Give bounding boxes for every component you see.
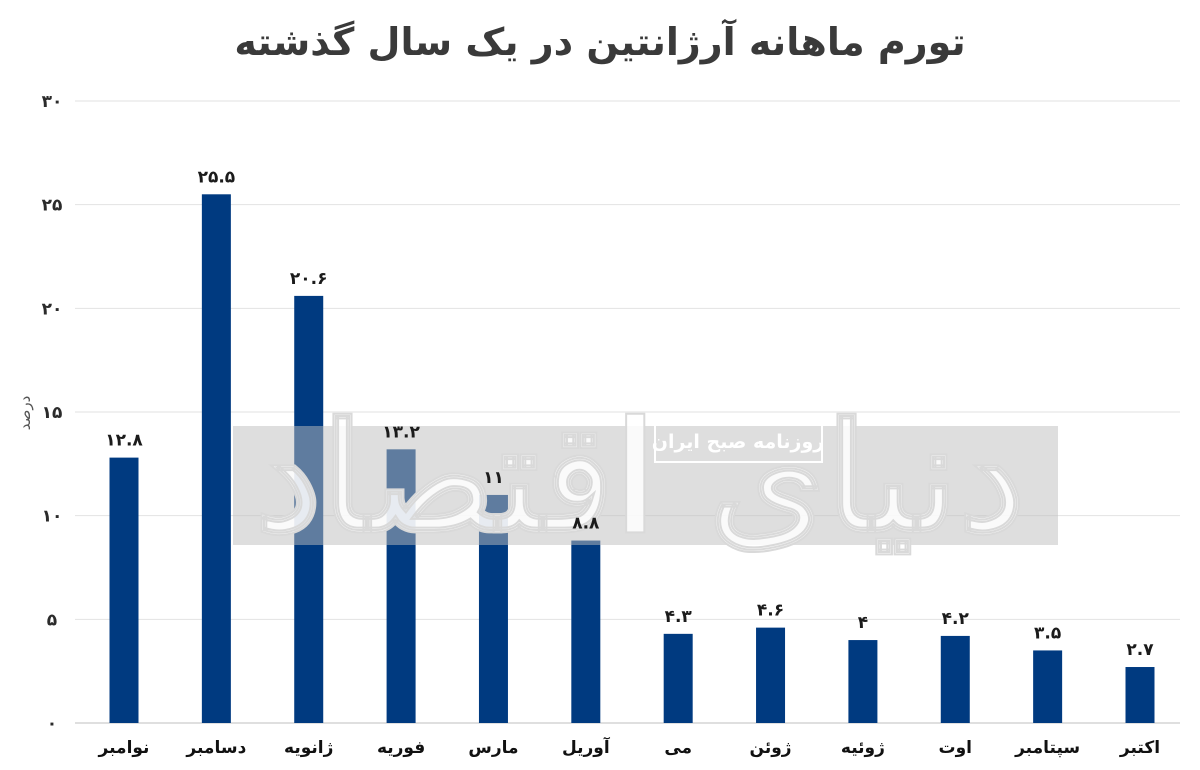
- data-label: ۴.۶: [757, 601, 784, 621]
- y-tick-label: ۱۰: [42, 507, 63, 527]
- x-tick-label: ژانویه: [284, 738, 333, 758]
- y-tick-label: ۱۵: [42, 403, 63, 423]
- data-labels: ۱۲.۸ ۲۵.۵ ۲۰.۶ ۱۳.۲ ۱۱ ۸.۸ ۴.۳ ۴.۶ ۴ ۴.۲ ۳.۵ ۲.۷: [105, 167, 1154, 660]
- x-axis-ticks: نوامبر دسامبر ژانویه فوریه مارس آوریل می ژوئن ژو…: [98, 736, 1161, 758]
- watermark-sub-frame: [654, 418, 823, 463]
- x-tick-label: فوریه: [377, 738, 425, 758]
- data-label: ۴: [858, 613, 868, 633]
- bar: [201, 194, 231, 724]
- bar: [756, 627, 786, 723]
- data-label: ۳.۵: [1034, 623, 1061, 643]
- y-tick-label: ۵: [47, 610, 57, 630]
- y-axis-ticks: ۰ ۵ ۱۰ ۱۵ ۲۰ ۲۵ ۳۰: [42, 92, 63, 734]
- y-axis-label: درصد: [16, 396, 34, 431]
- x-tick-label: نوامبر: [98, 738, 150, 758]
- x-tick-label: می: [664, 738, 692, 758]
- x-tick-label: اکتبر: [1119, 738, 1160, 758]
- watermark-logo-text: دنیای اقتصاد: [255, 390, 1025, 566]
- data-label: ۱۳.۲: [382, 422, 420, 442]
- data-label: ۴.۳: [665, 607, 693, 627]
- bar: [1125, 667, 1155, 723]
- y-tick-label: ۲۰: [42, 299, 63, 319]
- watermark: دنیای اقتصاد روزنامه صبح ایران: [233, 389, 1058, 567]
- watermark-subtext: روزنامه صبح ایران: [652, 431, 824, 453]
- x-tick-label: آوریل: [562, 736, 611, 758]
- data-label: ۴.۲: [942, 609, 970, 629]
- bar: [109, 457, 139, 723]
- x-tick-label: ژوئیه: [841, 738, 885, 758]
- x-tick-label: مارس: [468, 738, 518, 758]
- x-tick-label: اوت: [939, 738, 972, 758]
- x-tick-label: سپتامبر: [1014, 738, 1080, 758]
- x-tick-label: دسامبر: [185, 738, 246, 758]
- data-label: ۸.۸: [572, 514, 600, 534]
- data-label: ۱۲.۸: [105, 431, 143, 451]
- data-label: ۲۰.۶: [290, 269, 328, 289]
- y-tick-label: ۲۵: [42, 196, 63, 216]
- data-label: ۱۱: [483, 468, 504, 488]
- bar: [1033, 650, 1063, 723]
- y-tick-label: ۰: [47, 714, 57, 734]
- x-tick-label: ژوئن: [750, 738, 792, 758]
- chart-title: تورم ماهانه آرژانتین در یک سال گذشته: [234, 18, 965, 65]
- watermark-band: [233, 426, 1058, 545]
- data-label: ۲.۷: [1126, 640, 1154, 660]
- y-tick-label: ۳۰: [42, 92, 63, 112]
- bar: [848, 640, 878, 723]
- data-label: ۲۵.۵: [198, 167, 236, 187]
- bar: [571, 540, 601, 723]
- bar: [940, 635, 970, 723]
- bar: [663, 633, 693, 723]
